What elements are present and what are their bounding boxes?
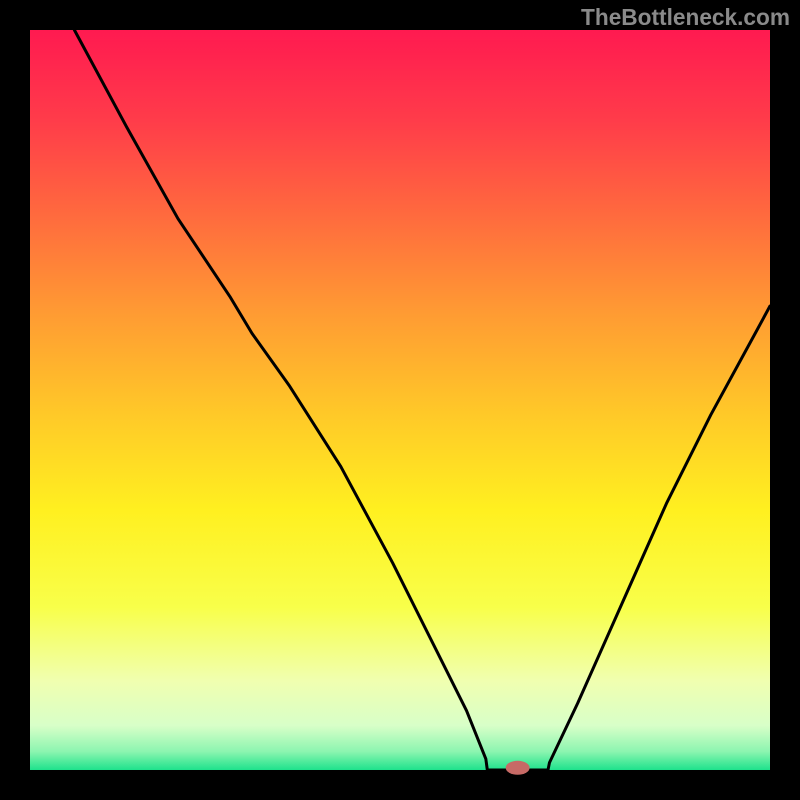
chart-container: TheBottleneck.com [0, 0, 800, 800]
plot-background [30, 30, 770, 770]
axis-bottom [0, 770, 800, 800]
watermark-text: TheBottleneck.com [581, 4, 790, 31]
axis-right [770, 0, 800, 800]
axis-left [0, 0, 30, 800]
optimal-marker [506, 761, 530, 775]
chart-svg [0, 0, 800, 800]
